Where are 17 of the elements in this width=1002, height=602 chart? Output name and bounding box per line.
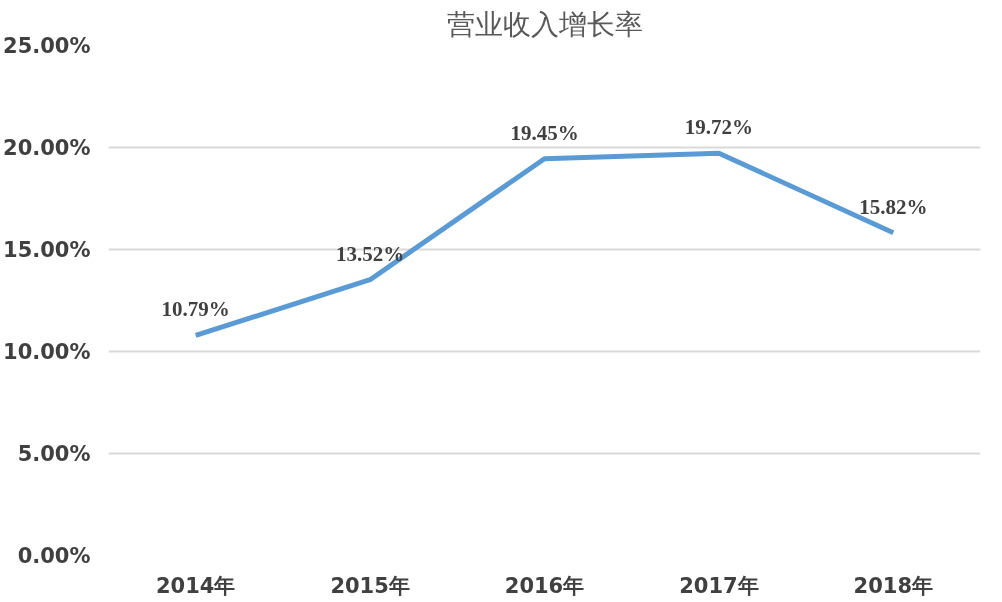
y-tick-label: 0.00% [17, 543, 91, 568]
x-tick-label: 2014年 [155, 573, 236, 598]
chart-title: 营业收入增长率 [446, 7, 643, 41]
y-tick-label: 15.00% [3, 237, 91, 262]
x-tick-label: 2016年 [504, 573, 585, 598]
x-tick-label: 2017年 [679, 573, 759, 598]
data-label: 10.79% [161, 297, 230, 322]
data-label: 13.52% [335, 241, 405, 266]
y-tick-label: 20.00% [3, 135, 91, 160]
x-tick-label: 2015年 [330, 573, 410, 598]
y-tick-label: 25.00% [3, 33, 91, 58]
y-tick-label: 5.00% [17, 441, 91, 466]
y-tick-label: 10.00% [3, 339, 91, 364]
x-tick-label: 2018年 [853, 573, 934, 598]
data-label: 19.72% [684, 115, 754, 140]
data-label: 19.45% [510, 120, 579, 145]
data-label: 15.82% [859, 194, 928, 219]
